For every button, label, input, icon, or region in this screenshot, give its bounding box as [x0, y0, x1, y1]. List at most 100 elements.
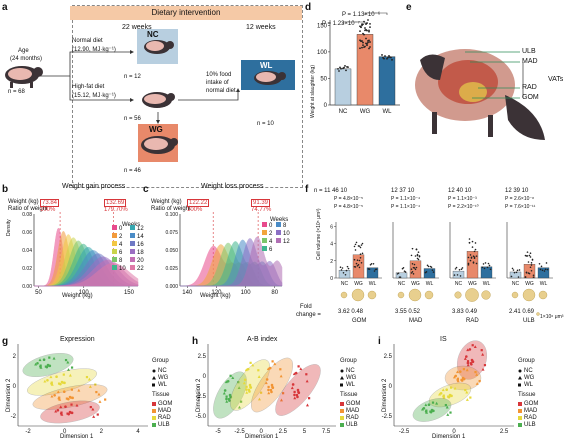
f-point [518, 269, 521, 271]
legend-nc-symbol [340, 369, 344, 373]
f-point [340, 269, 343, 271]
f-point [404, 271, 407, 273]
scatter-y-tick-label: -2 [11, 414, 17, 420]
f-point [345, 269, 348, 272]
d-p1: P = 1.23×10⁻⁷ [322, 21, 360, 27]
legend-swatch-MAD [518, 409, 522, 413]
f-point [484, 262, 487, 264]
f-x-tick-label: WL [540, 281, 548, 287]
f-point [416, 257, 419, 260]
f-point [425, 271, 428, 273]
pig-icon [254, 71, 286, 85]
d-point [386, 57, 388, 60]
scatter-point-nc [246, 367, 250, 371]
scatter-point-nc [36, 361, 39, 365]
b-legend-swatch [112, 225, 117, 230]
scatter-x-tick-label: -2 [25, 429, 31, 435]
b-legend-swatch [112, 257, 117, 262]
legend-tissue-GOM: GOM [158, 401, 173, 407]
scatter-point-wg [242, 381, 246, 385]
f-point [418, 255, 421, 258]
f-point [353, 258, 356, 261]
age-value: (24 months) [10, 56, 43, 62]
c-legend-swatch [262, 230, 267, 235]
f-x-tick-label: NC [512, 281, 520, 287]
legend-group-WG: WG [524, 375, 535, 381]
d-point [368, 47, 370, 50]
f-point [415, 248, 418, 251]
legend-tissue-ULB: ULB [346, 422, 358, 428]
scatter-point-wg [88, 385, 92, 388]
scatter-point-wg [231, 376, 235, 380]
f-point [347, 267, 350, 270]
scatter-point-wg [91, 407, 95, 411]
legend-group-WL: WL [158, 382, 167, 388]
b-v2: 132.69 [104, 199, 127, 207]
scatter-point-wl [60, 411, 63, 414]
d-point [359, 39, 361, 42]
scatter-x-tick-label: 0 [452, 429, 456, 435]
scatter-point-nc [226, 379, 230, 383]
scatter-point-wl [249, 361, 252, 364]
f-y-tick-label: 2 [330, 259, 333, 265]
d-sig-bracket-1 [342, 21, 366, 24]
f-scale: 1×10⁶ μm³ [540, 314, 564, 320]
f-y-tick-label: 6 [330, 224, 333, 230]
legend-swatch-ULB [518, 423, 522, 427]
f-point [468, 242, 471, 244]
d-y-tick-label: 50 [320, 76, 327, 82]
b-legend-label: 4 [119, 242, 123, 248]
scatter-point-nc [270, 390, 273, 394]
f-fold-circle [351, 288, 365, 302]
panel-label-g: g [2, 336, 9, 347]
scatter-y-tick-label: 2.5 [198, 354, 207, 360]
scatter-point-wl [462, 368, 465, 371]
scatter-point-wg [279, 374, 283, 378]
f-point [488, 264, 491, 267]
scatter-point-wl [483, 364, 487, 367]
f-tissue-GOM: GOM [352, 318, 367, 324]
legend-tissue-title: Tissue [152, 392, 170, 398]
f-point [356, 259, 359, 262]
c-y-tick-label: 0.100 [165, 212, 178, 218]
b-legend-label: 22 [137, 266, 144, 272]
b-legend-swatch [112, 241, 117, 246]
f-point [470, 257, 473, 259]
scatter-point-wg [441, 388, 445, 392]
wg-label: WG [149, 125, 163, 134]
scatter-point-nc [265, 378, 269, 381]
f-x-tick-label: NC [455, 281, 463, 287]
scatter-point-nc [267, 388, 270, 392]
f-point [432, 271, 435, 273]
scatter-point-nc [422, 406, 426, 410]
d-point [366, 22, 368, 24]
scatter-point-wg [424, 403, 428, 407]
b-title: Weight gain process [62, 183, 126, 190]
c-legend-label: 12 [283, 239, 290, 245]
f-point [417, 251, 420, 253]
i-xlabel: Dimension 1 [432, 434, 466, 440]
scatter-point-wg [56, 390, 60, 394]
legend-group-NC: NC [524, 368, 533, 374]
legend-swatch-ULB [152, 423, 156, 427]
scatter-point-wg [463, 357, 467, 360]
scatter-x-tick-label: -5 [215, 429, 221, 435]
f-p2-ULB: P = 7.6×10⁻¹¹ [505, 204, 536, 210]
wl-n: n = 10 [257, 121, 274, 127]
f-point [531, 259, 534, 261]
scatter-point-nc [42, 358, 46, 362]
f-n-ULB: 12 39 10 [505, 188, 529, 194]
scatter-point-nc [245, 388, 248, 391]
f-n-MAD: 12 37 10 [391, 188, 415, 194]
f-x-tick-label: NC [398, 281, 406, 287]
scatter-point-wl [96, 413, 99, 416]
pig-icon [141, 136, 178, 154]
n-start: n = 68 [8, 89, 25, 95]
scatter-point-wg [49, 375, 53, 379]
f-point [489, 268, 492, 271]
pig-icon [5, 66, 43, 88]
legend-swatch-GOM [152, 402, 156, 406]
restrict-1: 10% food [206, 72, 232, 78]
scatter-point-wl [271, 385, 274, 389]
